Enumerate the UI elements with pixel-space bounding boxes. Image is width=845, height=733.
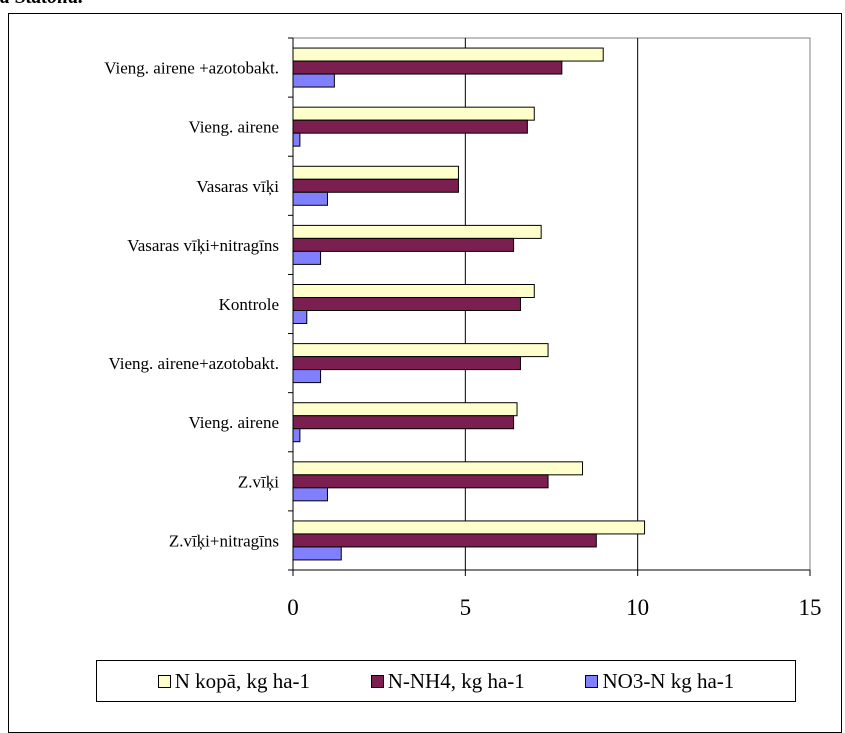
bar-3-1 (292, 73, 335, 88)
category-label: Vasaras vīķi (196, 177, 279, 196)
category-label: Z.vīķi (238, 472, 279, 491)
bar-3-8 (292, 487, 328, 502)
bar-1-4 (292, 224, 542, 239)
bar-3-6 (292, 369, 322, 384)
category-label: Vieng. airene (188, 118, 279, 137)
bar-1-2 (292, 106, 535, 121)
bar-3-9 (292, 546, 342, 561)
bar-2-3 (292, 178, 459, 193)
category-label: Vieng. airene+azotobakt. (109, 354, 279, 373)
legend-item-2: N-NH4, kg ha-1 (370, 668, 525, 694)
bar-2-6 (292, 356, 521, 371)
bar-2-1 (292, 60, 563, 75)
bar-1-8 (292, 461, 584, 476)
bar-1-1 (292, 47, 604, 62)
bar-2-9 (292, 533, 597, 548)
bar-3-4 (292, 250, 322, 265)
chart: Vieng. airene +azotobakt. Vieng. airene Va… (104, 37, 822, 620)
x-tick-label: 0 (287, 595, 299, 620)
header-text: a Statoila. (0, 0, 83, 9)
legend-label-1: N kopā, kg ha-1 (174, 668, 311, 693)
legend-item-1: N kopā, kg ha-1 (157, 668, 311, 694)
legend-swatch-1 (157, 674, 171, 688)
category-label: Vasaras vīķi+nitragīns (127, 236, 279, 255)
bar-1-3 (292, 165, 459, 180)
legend-label-3: NO3-N kg ha-1 (602, 668, 735, 693)
legend-item-3: NO3-N kg ha-1 (585, 669, 734, 694)
bar-2-2 (292, 119, 528, 134)
bar-2-4 (292, 237, 515, 252)
category-label: Vieng. airene (188, 413, 279, 432)
legend: N kopā, kg ha-1 N-NH4, kg ha-1 NO3-N kg ha… (96, 660, 796, 702)
legend-label-2: N-NH4, kg ha-1 (387, 668, 525, 693)
bar-3-5 (292, 310, 308, 324)
bar-3-3 (292, 191, 328, 206)
legend-swatch-3 (585, 674, 599, 688)
category-label: Vieng. airene +azotobakt. (104, 59, 279, 78)
bar-2-5 (292, 297, 521, 311)
bar-1-9 (292, 520, 646, 535)
x-tick-label: 10 (626, 595, 649, 620)
legend-swatch-2 (370, 674, 384, 688)
category-label: Z.vīķi+nitragīns (169, 531, 279, 550)
bar-1-5 (292, 284, 535, 298)
category-label: Kontrole (219, 295, 279, 314)
bar-1-6 (292, 343, 549, 358)
bar-3-2 (292, 132, 301, 147)
bar-2-8 (292, 474, 549, 489)
bar-2-7 (292, 415, 515, 430)
bar-3-7 (292, 428, 301, 443)
x-tick-label: 15 (799, 595, 822, 620)
bar-1-7 (292, 402, 518, 417)
x-tick-label: 5 (460, 595, 472, 620)
